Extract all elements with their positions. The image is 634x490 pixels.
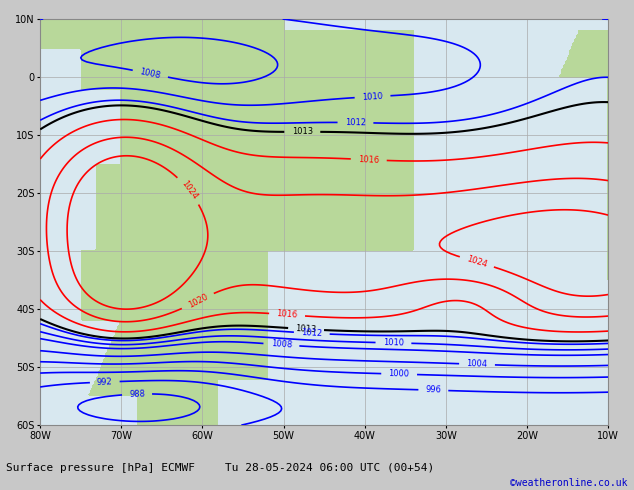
Text: 1024: 1024 [465,254,488,270]
Text: 996: 996 [425,386,441,395]
Text: 1012: 1012 [301,328,323,338]
Text: 988: 988 [129,390,145,399]
Text: ©weatheronline.co.uk: ©weatheronline.co.uk [510,478,628,488]
Text: 1016: 1016 [358,155,380,165]
Text: 1008: 1008 [271,340,292,350]
Text: 1012: 1012 [345,118,366,127]
Text: Tu 28-05-2024 06:00 UTC (00+54): Tu 28-05-2024 06:00 UTC (00+54) [225,463,434,473]
Text: Surface pressure [hPa] ECMWF: Surface pressure [hPa] ECMWF [6,463,195,473]
Text: 1010: 1010 [383,338,404,348]
Text: 1000: 1000 [389,369,410,379]
Text: 1004: 1004 [467,360,488,369]
Text: 1010: 1010 [362,92,384,102]
Text: 1024: 1024 [179,179,199,201]
Text: 1016: 1016 [276,309,298,320]
Text: 1008: 1008 [139,67,162,80]
Text: 1013: 1013 [292,127,313,136]
Text: 1020: 1020 [186,292,209,310]
Text: 1013: 1013 [295,324,317,334]
Text: 992: 992 [97,377,113,387]
